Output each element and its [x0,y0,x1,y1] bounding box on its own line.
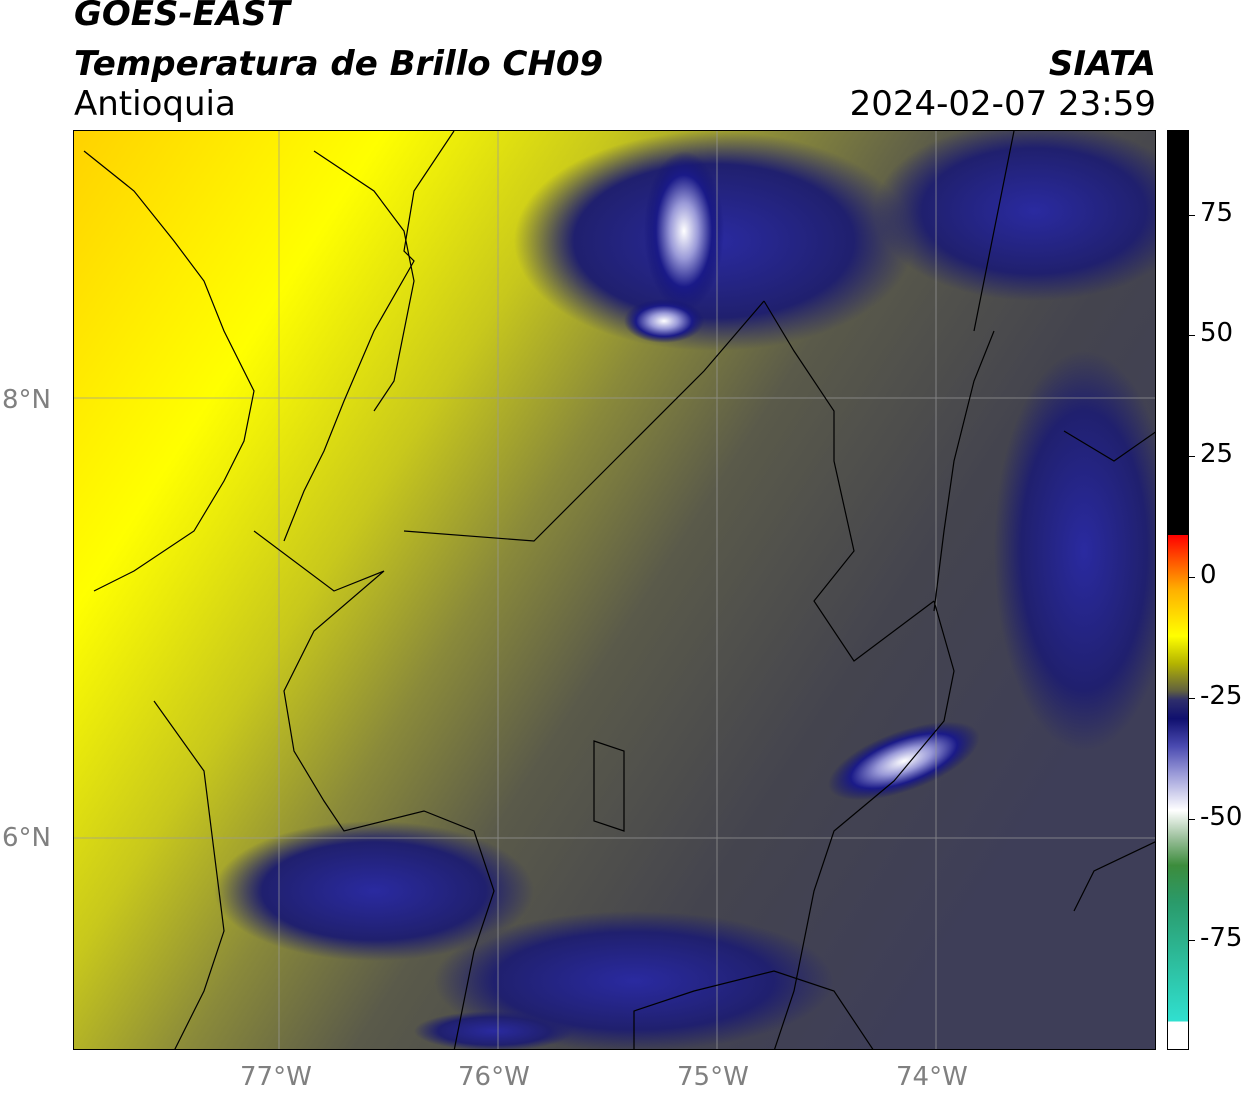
lon-label-74w: 74°W [896,1062,968,1092]
lon-label-76w: 76°W [458,1062,530,1092]
lat-label-8n: 8°N [2,385,51,415]
colorbar-label-minus75: -75 [1200,923,1243,953]
colorbar-label-25: 25 [1200,439,1234,469]
colorbar-tick [1189,335,1195,336]
lat-label-6n: 6°N [2,823,51,853]
map-canvas [74,131,1155,1049]
colorbar-tick [1189,456,1195,457]
colorbar-tick [1189,577,1195,578]
colorbar-label-minus25: -25 [1200,681,1243,711]
graticule [74,131,1155,1049]
agency-label: SIATA [1048,44,1156,84]
colorbar-label-50: 50 [1200,318,1234,348]
lon-label-77w: 77°W [240,1062,312,1092]
satellite-title: GOES-EAST [74,0,290,34]
satellite-map[interactable] [73,130,1156,1050]
timestamp-label: 2024-02-07 23:59 [849,84,1156,124]
boundaries [83,131,1155,1049]
colorbar-label-minus50: -50 [1200,802,1243,832]
colorbar-tick [1189,940,1195,941]
colorbar-label-0: 0 [1200,560,1217,590]
region-title: Antioquia [74,84,236,124]
product-title: Temperatura de Brillo CH09 [74,44,604,84]
colorbar-tick [1189,819,1195,820]
colorbar [1167,130,1189,1050]
colorbar-label-75: 75 [1200,198,1234,228]
lon-label-75w: 75°W [677,1062,749,1092]
colorbar-tick [1189,698,1195,699]
colorbar-tick [1189,215,1195,216]
